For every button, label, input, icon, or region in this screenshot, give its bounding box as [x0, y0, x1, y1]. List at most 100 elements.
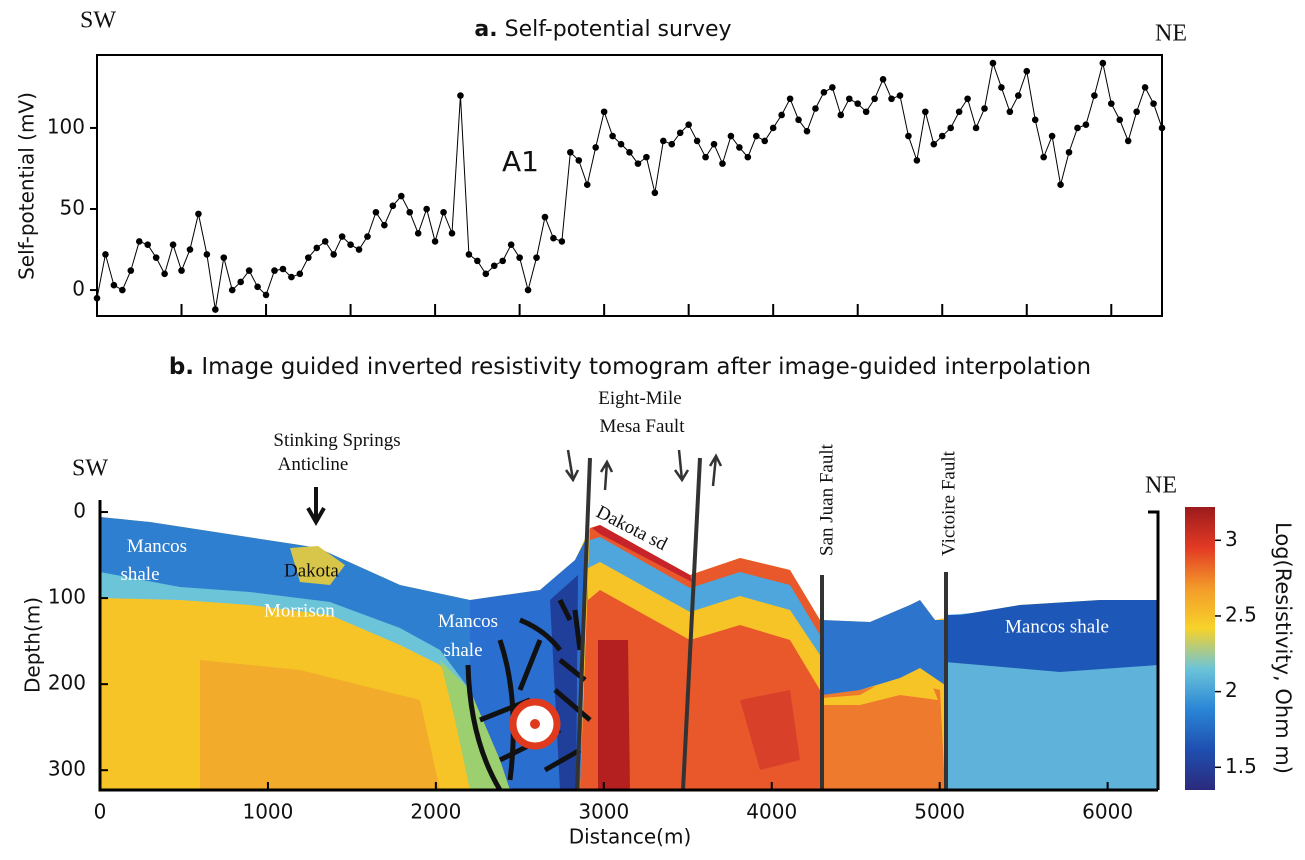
data-point	[736, 144, 743, 151]
data-point	[507, 241, 515, 248]
data-point	[490, 262, 498, 270]
y-axis-label: Self-potential (mV)	[15, 92, 39, 280]
data-point	[254, 283, 261, 291]
data-point	[364, 233, 371, 240]
target-marker	[530, 719, 540, 729]
data-point	[702, 153, 709, 161]
data-point	[423, 205, 430, 213]
annotation-line: Mesa Fault	[600, 416, 686, 437]
data-point	[913, 157, 921, 164]
data-point	[152, 254, 160, 261]
data-point	[397, 192, 405, 200]
annotation-line: shale	[443, 640, 482, 661]
annotation: A1	[502, 145, 539, 178]
data-point	[465, 251, 473, 258]
data-point	[271, 267, 278, 274]
layer	[588, 537, 820, 655]
data-point	[288, 273, 295, 281]
y-tick-label: 50	[60, 196, 85, 220]
colorbar-tick-label: 1.5	[1225, 754, 1257, 778]
layer	[100, 517, 470, 690]
direction-label: SW	[72, 456, 108, 482]
data-point	[440, 208, 447, 216]
data-point	[981, 105, 988, 112]
data-point	[1133, 108, 1140, 116]
title-text: Self-potential survey	[505, 17, 732, 42]
data-point	[922, 108, 929, 116]
data-point	[1158, 124, 1166, 132]
fault-arrow	[564, 449, 723, 491]
data-point	[448, 230, 456, 237]
data-point	[102, 251, 109, 258]
annotation-line: shale	[120, 564, 159, 585]
data-point	[161, 270, 168, 278]
fault	[681, 457, 702, 791]
colorbar	[1185, 507, 1215, 790]
layer	[740, 690, 800, 770]
y-tick-label: 0	[73, 499, 86, 523]
annotation: Eight-Mile Mesa Fault	[598, 388, 685, 437]
layer	[200, 660, 440, 790]
data-point	[854, 100, 862, 107]
data-point	[583, 181, 591, 188]
data-point	[262, 291, 270, 299]
x-axis-label: Distance(m)	[569, 825, 692, 849]
data-point	[1040, 153, 1047, 161]
data-point	[634, 160, 642, 167]
colorbar-tick-label: 2	[1225, 678, 1238, 702]
data-point	[879, 76, 887, 83]
data-point	[710, 140, 718, 148]
data-point	[389, 202, 397, 210]
annotation: San Juan Fault	[816, 443, 837, 556]
data-point	[778, 111, 785, 119]
data-point	[567, 148, 574, 156]
data-point	[135, 238, 143, 245]
x-tick-label: 1000	[242, 800, 293, 824]
layer	[945, 600, 1158, 672]
data-point	[592, 144, 599, 151]
data-point	[600, 108, 608, 116]
data-point	[727, 132, 735, 140]
annotation: Mancos shale	[120, 536, 187, 585]
data-point	[964, 95, 971, 103]
data-point	[685, 121, 692, 129]
data-point	[296, 270, 304, 278]
direction-label: NE	[1145, 473, 1177, 499]
panel-a: 0 50 100	[47, 59, 1166, 316]
data-point	[609, 132, 616, 140]
layer	[598, 640, 630, 790]
data-point	[744, 153, 752, 161]
data-point	[381, 221, 388, 229]
data-point	[1141, 84, 1149, 91]
data-point	[1015, 92, 1022, 99]
data-point	[347, 241, 354, 248]
annotation: Mancos shale	[1005, 616, 1109, 637]
data-point	[119, 286, 126, 294]
x-tick-label: 2000	[410, 800, 461, 824]
layer	[592, 525, 692, 582]
y-tick-label: 300	[48, 757, 86, 781]
data-point	[829, 84, 836, 91]
data-point	[769, 124, 777, 132]
data-point	[550, 234, 557, 242]
data-point	[617, 140, 625, 148]
data-point	[905, 132, 912, 140]
annotation: Morrison	[264, 600, 335, 621]
data-point	[871, 95, 878, 103]
direction-label: SW	[80, 8, 116, 34]
data-point	[313, 244, 321, 252]
data-point	[144, 241, 152, 248]
data-point	[820, 88, 828, 96]
data-point	[355, 246, 363, 253]
annotation: Mancos shale	[438, 611, 498, 661]
y-tick-label: 100	[47, 114, 85, 138]
annotation-line: Anticline	[278, 454, 349, 475]
data-point	[245, 267, 253, 274]
data-point	[1048, 132, 1056, 140]
y-tick-label: 100	[48, 585, 86, 609]
data-point	[795, 116, 802, 124]
x-tick-label: 3000	[578, 800, 629, 824]
direction-label: NE	[1155, 21, 1187, 47]
data-point	[1099, 59, 1107, 67]
layer	[550, 575, 578, 790]
